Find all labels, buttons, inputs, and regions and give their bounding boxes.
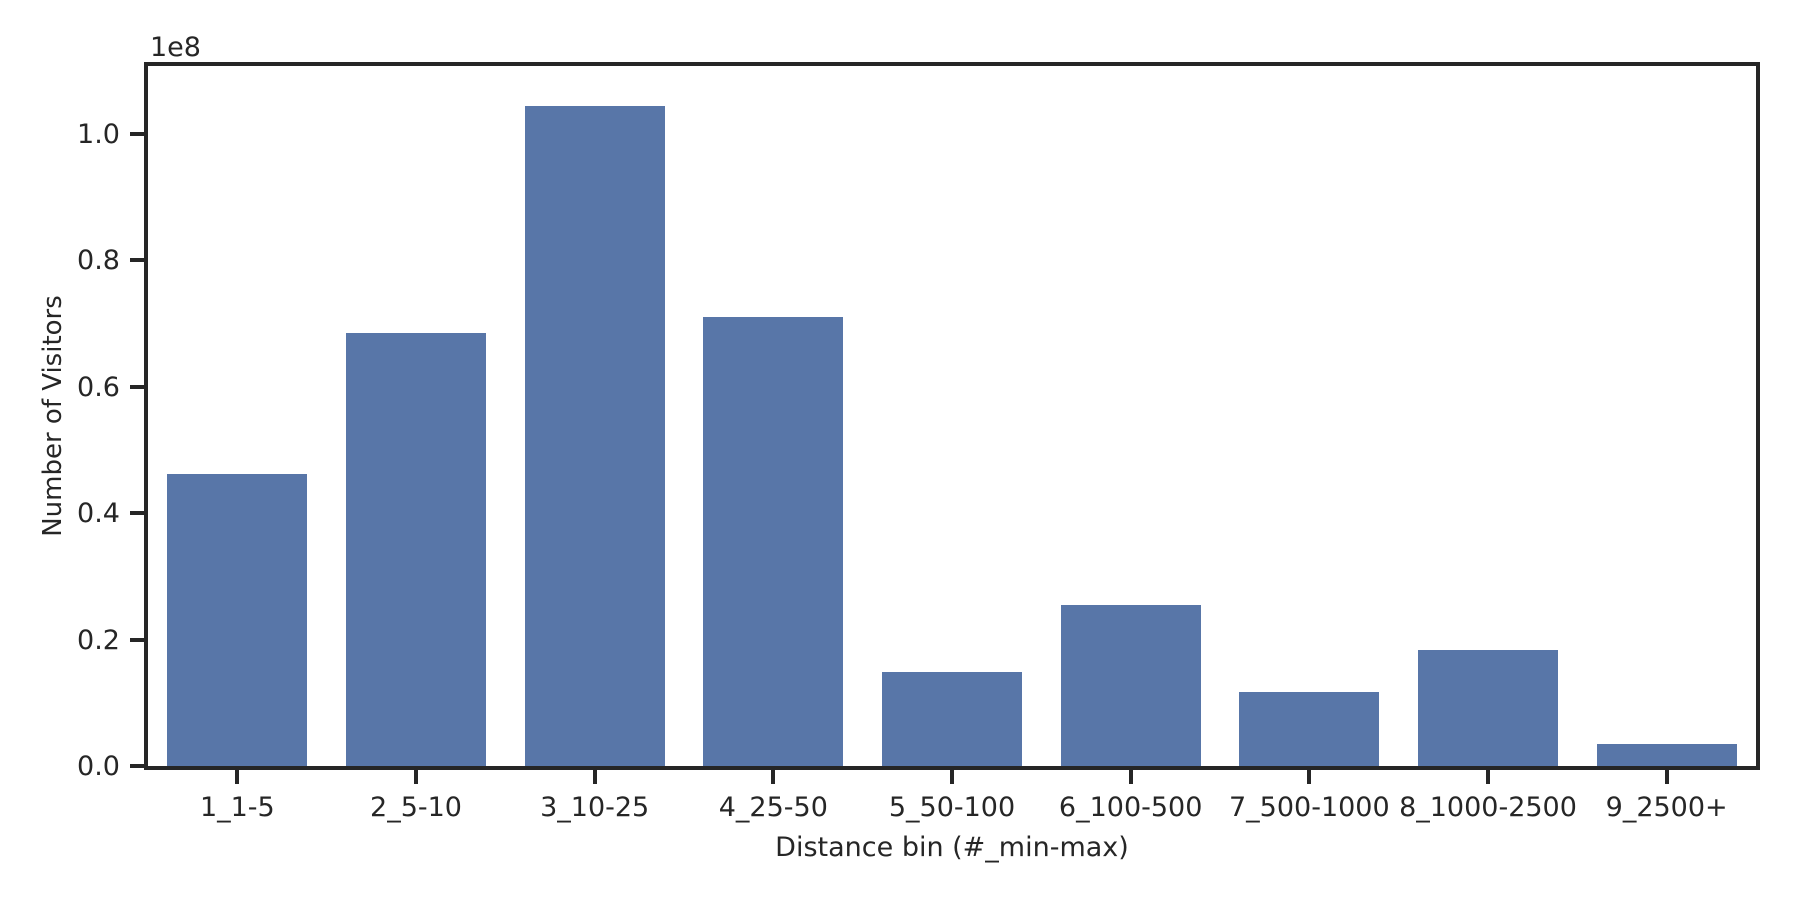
y-tick-label: 0.4 bbox=[77, 498, 120, 530]
x-tick-label: 4_25-50 bbox=[718, 792, 828, 823]
y-tick-mark bbox=[130, 511, 144, 516]
y-tick-mark bbox=[130, 384, 144, 389]
y-tick-label: 0.8 bbox=[77, 245, 120, 277]
x-tick-label: 5_50-100 bbox=[888, 792, 1016, 823]
y-tick-label: 0.6 bbox=[77, 371, 120, 403]
x-tick-mark bbox=[235, 770, 240, 784]
bar-7_500-1000 bbox=[1239, 692, 1380, 766]
bar-1_1-5 bbox=[167, 473, 308, 766]
x-tick-mark bbox=[1128, 770, 1133, 784]
x-tick-label: 2_5-10 bbox=[370, 792, 462, 823]
y-tick-label: 1.0 bbox=[77, 118, 120, 150]
x-tick-mark bbox=[950, 770, 954, 784]
x-tick-label: 9_2500+ bbox=[1605, 792, 1728, 823]
x-tick-label: 1_1-5 bbox=[199, 792, 275, 823]
bar-6_100-500 bbox=[1060, 605, 1201, 766]
x-tick-mark bbox=[1307, 770, 1312, 784]
x-tick-mark bbox=[414, 770, 418, 784]
y-tick-label: 0.0 bbox=[77, 751, 120, 782]
bar-9_2500+ bbox=[1596, 743, 1737, 766]
y-axis-offset-text: 1e8 bbox=[150, 32, 201, 63]
x-tick-mark bbox=[592, 770, 597, 784]
bar-4_25-50 bbox=[703, 317, 844, 766]
y-tick-label: 0.2 bbox=[77, 624, 120, 656]
y-tick-mark bbox=[130, 764, 144, 768]
x-tick-label: 8_1000-2500 bbox=[1399, 792, 1577, 823]
bar-8_1000-2500 bbox=[1418, 650, 1558, 766]
bar-2_5-10 bbox=[346, 333, 486, 766]
bars-layer bbox=[148, 66, 1756, 766]
x-tick-mark bbox=[771, 770, 776, 784]
x-tick-label: 6_100-500 bbox=[1058, 792, 1203, 823]
bar-3_10-25 bbox=[524, 105, 665, 766]
y-tick-mark bbox=[130, 131, 144, 136]
x-tick-mark bbox=[1486, 770, 1490, 784]
x-tick-label: 7_500-1000 bbox=[1228, 792, 1390, 823]
y-tick-mark bbox=[130, 637, 144, 642]
x-axis-label: Distance bin (#_min-max) bbox=[775, 832, 1129, 863]
x-tick-label: 3_10-25 bbox=[540, 792, 650, 823]
x-tick-mark bbox=[1664, 770, 1669, 784]
y-axis-label: Number of Visitors bbox=[38, 295, 68, 537]
y-tick-mark bbox=[130, 258, 144, 263]
bar-5_50-100 bbox=[882, 671, 1022, 766]
